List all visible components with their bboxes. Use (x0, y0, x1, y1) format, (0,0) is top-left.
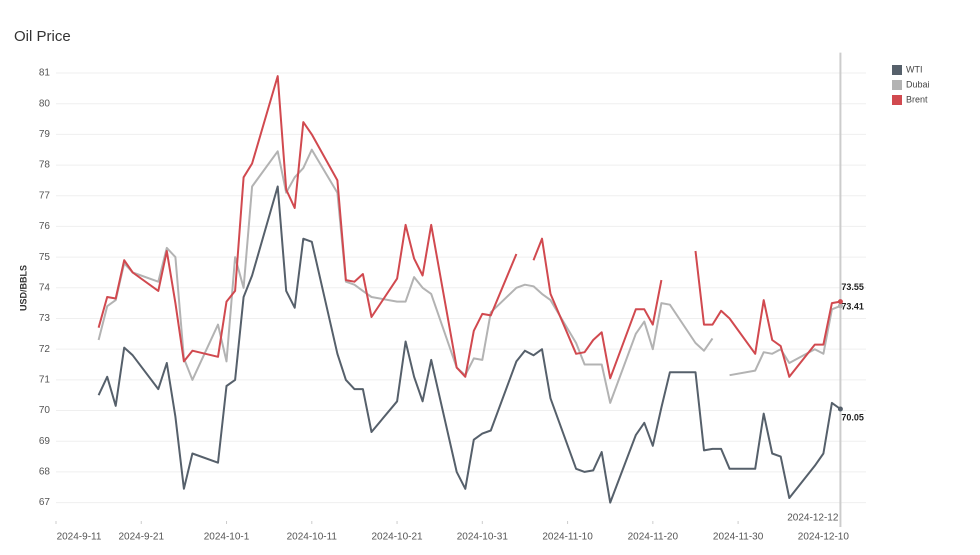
y-tick-label: 76 (39, 221, 51, 232)
y-tick-label: 78 (39, 160, 51, 171)
legend-swatch (892, 65, 902, 75)
x-tick-label: 2024-10-21 (371, 532, 423, 543)
x-tick-label: 2024-10-11 (287, 532, 338, 543)
x-tick-label: 2024-10-1 (204, 532, 250, 543)
y-tick-label: 74 (39, 282, 51, 293)
x-tick-label: 2024-12-10 (798, 532, 850, 543)
x-tick-label: 2024-9-21 (118, 532, 164, 543)
x-tick-label: 2024-9-11 (57, 532, 102, 543)
end-point (837, 299, 843, 305)
hover-date-label: 2024-12-12 (787, 513, 839, 524)
x-tick-label: 2024-10-31 (457, 532, 509, 543)
end-point (837, 406, 843, 412)
y-tick-label: 80 (39, 98, 51, 109)
y-tick-label: 77 (39, 190, 51, 201)
y-tick-label: 67 (39, 497, 51, 508)
x-tick-label: 2024-11-30 (713, 532, 764, 543)
end-value-label: 73.41 (841, 301, 864, 311)
y-axis-label: USD/BBLS (18, 265, 28, 311)
series-line (97, 75, 841, 380)
legend-label: WTI (906, 64, 923, 74)
y-tick-label: 71 (39, 374, 51, 385)
series-line (97, 185, 841, 504)
end-value-label: 70.05 (841, 412, 864, 422)
x-tick-label: 2024-11-10 (542, 532, 593, 543)
y-tick-label: 68 (39, 467, 51, 478)
y-tick-label: 70 (39, 405, 51, 416)
legend-swatch (892, 80, 902, 90)
legend-label: Dubai (906, 79, 930, 89)
y-tick-label: 73 (39, 313, 51, 324)
end-point (837, 303, 843, 309)
chart-title: Oil Price (14, 28, 71, 45)
y-tick-label: 79 (39, 129, 51, 140)
y-tick-label: 72 (39, 344, 51, 355)
legend-swatch (892, 95, 902, 105)
y-tick-label: 75 (39, 252, 51, 263)
y-tick-label: 69 (39, 436, 51, 447)
legend-label: Brent (906, 94, 928, 104)
y-tick-label: 81 (39, 68, 51, 79)
x-tick-label: 2024-11-20 (628, 532, 679, 543)
series-line (97, 148, 841, 404)
hover-label-bg (785, 510, 840, 526)
end-value-label: 73.55 (841, 282, 864, 292)
